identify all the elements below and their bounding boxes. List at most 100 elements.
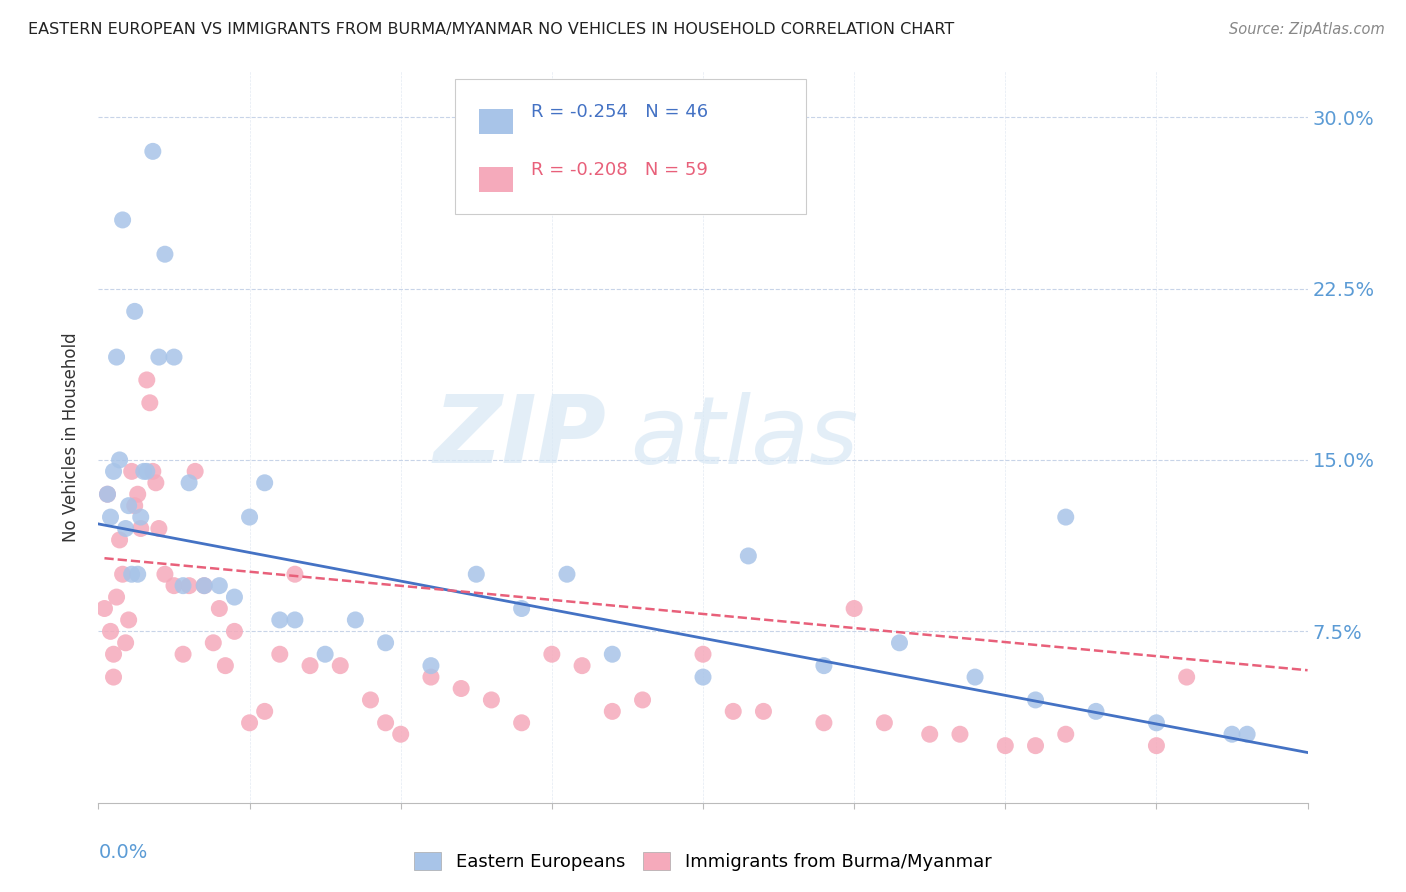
Point: [118, 499, 141, 513]
Point: [124, 499, 146, 513]
Point: [163, 350, 186, 364]
Point: [224, 590, 246, 604]
Point: [103, 464, 125, 478]
Point: [139, 396, 162, 410]
Point: [844, 601, 866, 615]
Point: [127, 567, 149, 582]
Point: [692, 670, 714, 684]
Point: [148, 521, 170, 535]
Point: [145, 475, 167, 490]
FancyBboxPatch shape: [479, 168, 513, 192]
Point: [1220, 727, 1243, 741]
Point: [105, 590, 128, 604]
Point: [1054, 510, 1077, 524]
Point: [105, 350, 128, 364]
Point: [172, 647, 194, 661]
Point: [96, 487, 118, 501]
Point: [374, 636, 396, 650]
Point: [179, 475, 201, 490]
Point: [873, 715, 896, 730]
Point: [752, 705, 775, 719]
Point: [121, 464, 143, 478]
Point: [1144, 739, 1167, 753]
Point: [96, 487, 118, 501]
Point: [1236, 727, 1258, 741]
Point: [450, 681, 472, 696]
Point: [420, 658, 443, 673]
Point: [202, 636, 225, 650]
Point: [148, 350, 170, 364]
Text: EASTERN EUROPEAN VS IMMIGRANTS FROM BURMA/MYANMAR NO VEHICLES IN HOUSEHOLD CORRE: EASTERN EUROPEAN VS IMMIGRANTS FROM BURM…: [28, 22, 955, 37]
Point: [602, 705, 624, 719]
Point: [239, 715, 262, 730]
Point: [360, 693, 382, 707]
Point: [114, 521, 136, 535]
Point: [1054, 727, 1077, 741]
FancyBboxPatch shape: [479, 109, 513, 134]
Point: [374, 715, 396, 730]
Point: [184, 464, 207, 478]
Point: [172, 579, 194, 593]
Point: [208, 601, 231, 615]
Point: [193, 579, 215, 593]
Point: [103, 647, 125, 661]
Point: [142, 145, 165, 159]
Text: Source: ZipAtlas.com: Source: ZipAtlas.com: [1229, 22, 1385, 37]
Point: [965, 670, 987, 684]
Point: [420, 670, 443, 684]
Point: [163, 579, 186, 593]
Point: [103, 670, 125, 684]
Point: [284, 613, 307, 627]
FancyBboxPatch shape: [456, 78, 806, 214]
Point: [631, 693, 654, 707]
Y-axis label: No Vehicles in Household: No Vehicles in Household: [62, 332, 80, 542]
Text: R = -0.208   N = 59: R = -0.208 N = 59: [531, 161, 709, 179]
Point: [253, 705, 276, 719]
Point: [389, 727, 412, 741]
Point: [153, 567, 176, 582]
Point: [121, 567, 143, 582]
Point: [239, 510, 262, 524]
Point: [118, 613, 141, 627]
Point: [208, 579, 231, 593]
Point: [1085, 705, 1108, 719]
Point: [918, 727, 941, 741]
Point: [124, 304, 146, 318]
Point: [329, 658, 352, 673]
Point: [111, 567, 134, 582]
Point: [994, 739, 1017, 753]
Point: [1144, 715, 1167, 730]
Point: [465, 567, 488, 582]
Point: [269, 613, 291, 627]
Point: [1175, 670, 1198, 684]
Point: [269, 647, 291, 661]
Point: [132, 464, 155, 478]
Point: [602, 647, 624, 661]
Point: [344, 613, 367, 627]
Point: [692, 647, 714, 661]
Point: [540, 647, 562, 661]
Point: [510, 715, 533, 730]
Point: [314, 647, 336, 661]
Legend: Eastern Europeans, Immigrants from Burma/Myanmar: Eastern Europeans, Immigrants from Burma…: [408, 845, 998, 879]
Point: [179, 579, 201, 593]
Point: [193, 579, 215, 593]
Point: [555, 567, 578, 582]
Point: [111, 213, 134, 227]
Point: [737, 549, 759, 563]
Point: [813, 658, 835, 673]
Point: [108, 453, 131, 467]
Text: atlas: atlas: [630, 392, 859, 483]
Point: [100, 624, 122, 639]
Point: [510, 601, 533, 615]
Point: [129, 521, 152, 535]
Point: [813, 715, 835, 730]
Point: [723, 705, 745, 719]
Point: [108, 533, 131, 547]
Point: [100, 510, 122, 524]
Point: [481, 693, 503, 707]
Point: [949, 727, 972, 741]
Point: [135, 464, 157, 478]
Point: [571, 658, 593, 673]
Point: [214, 658, 236, 673]
